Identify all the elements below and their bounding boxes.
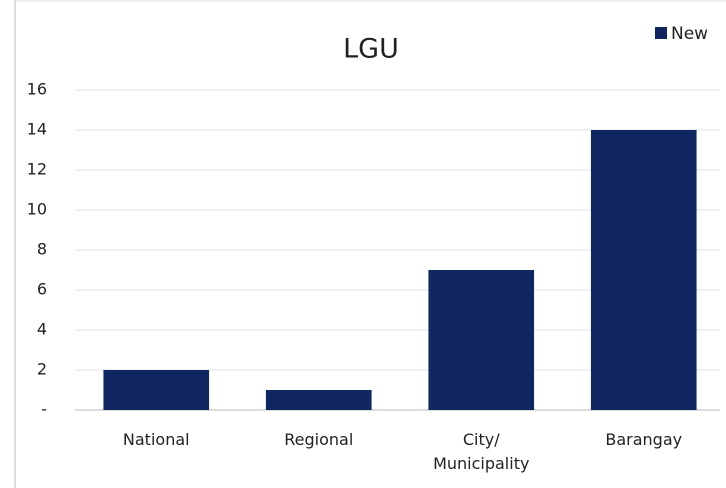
y-tick-label: 16 [27, 80, 47, 99]
x-tick-label: National [122, 430, 190, 449]
y-tick-label: 14 [27, 120, 47, 139]
x-tick-label-box: Barangay [605, 430, 683, 449]
x-tick-label: Barangay [605, 430, 683, 449]
bar [428, 270, 535, 410]
y-tick-label: 4 [37, 320, 47, 339]
y-tick-label: 2 [37, 360, 47, 379]
x-tick-label: City/ Municipality [433, 430, 530, 473]
legend-label: New [671, 24, 708, 44]
legend-swatch [655, 27, 667, 39]
bar [590, 130, 697, 410]
y-tick-label: 6 [37, 280, 47, 299]
x-tick-label-box: City/ Municipality [433, 430, 530, 473]
x-tick-label-box: Regional [284, 430, 354, 449]
y-tick-label: - [41, 400, 47, 419]
chart-title: LGU [343, 34, 399, 65]
x-tick-label-box: National [122, 430, 190, 449]
y-tick-label: 12 [27, 160, 47, 179]
x-tick-label: Regional [284, 430, 354, 449]
bar [103, 370, 210, 410]
y-tick-label: 10 [27, 200, 47, 219]
y-tick-label: 8 [37, 240, 47, 259]
bar [265, 390, 372, 410]
